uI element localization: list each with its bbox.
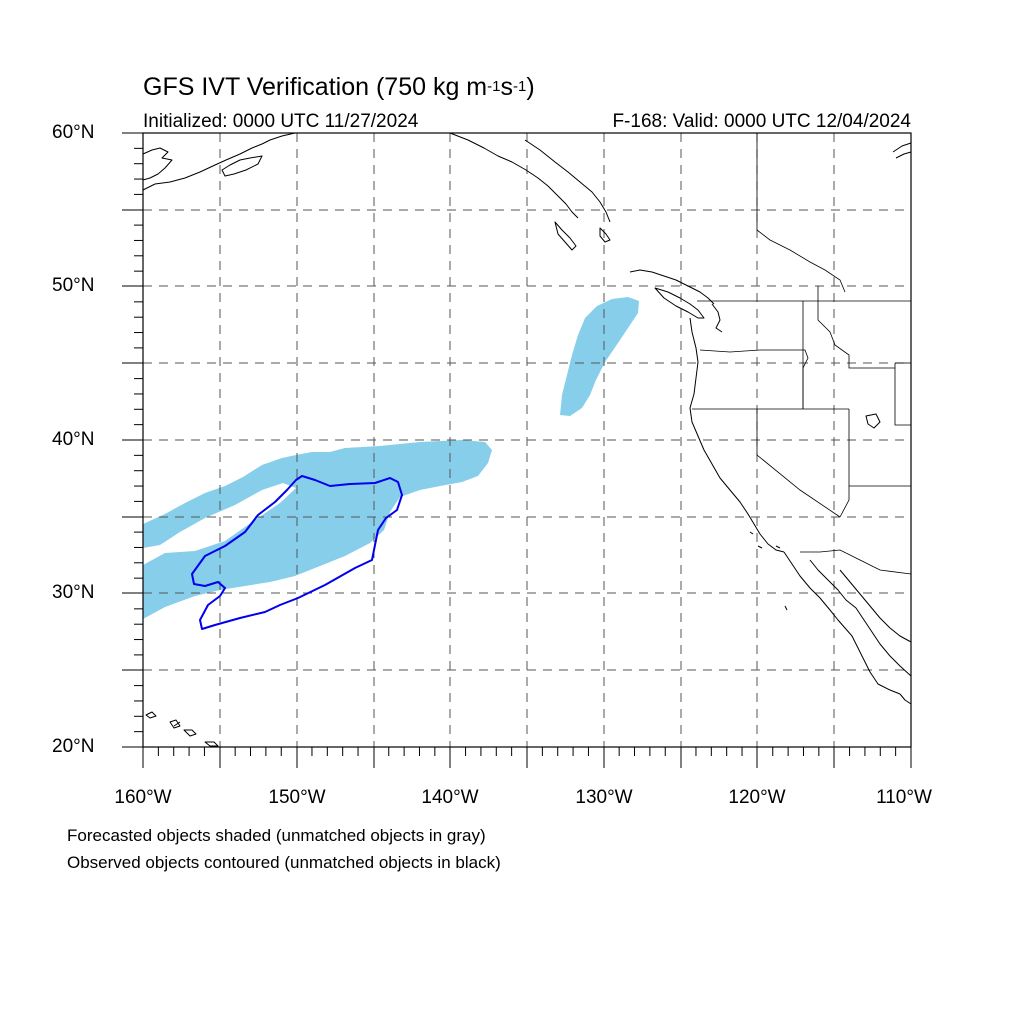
note-observed: Observed objects contoured (unmatched ob… [67,853,501,872]
title-mid: s [500,73,513,101]
lon-label-150w: 150°W [268,787,326,808]
forecast-objects [143,297,639,619]
map-frame [122,132,912,768]
lon-label-120w: 120°W [728,787,786,808]
lat-label-40: 40°N [52,429,95,450]
map-title: GFS IVT Verification (750 kg m-1s-1) [143,72,535,106]
observed-object-contour [191,475,403,630]
grid-lines [143,133,911,747]
lon-label-140w: 140°W [421,787,479,808]
lon-label-160w: 160°W [114,787,172,808]
initialized-label: Initialized: 0000 UTC 11/27/2024 [143,111,419,132]
lon-label-130w: 130°W [575,787,633,808]
title-exp-2: -1 [512,78,527,95]
note-forecast: Forecasted objects shaded (unmatched obj… [67,826,486,845]
forecast-object-coastal [560,297,639,416]
lon-label-110w: 110°W [876,787,932,808]
state-borders [692,133,912,575]
valid-label: F-168: Valid: 0000 UTC 12/04/2024 [612,111,911,132]
forecast-object-main [143,440,492,619]
title-exp-1: -1 [487,78,501,95]
title-prefix: GFS IVT Verification (750 kg m [143,73,488,101]
lat-label-50: 50°N [52,275,95,296]
title-suffix: ) [526,73,535,101]
lat-label-20: 20°N [52,736,95,757]
lat-label-60: 60°N [52,122,95,143]
coastlines [142,132,912,747]
lat-label-30: 30°N [52,582,95,603]
